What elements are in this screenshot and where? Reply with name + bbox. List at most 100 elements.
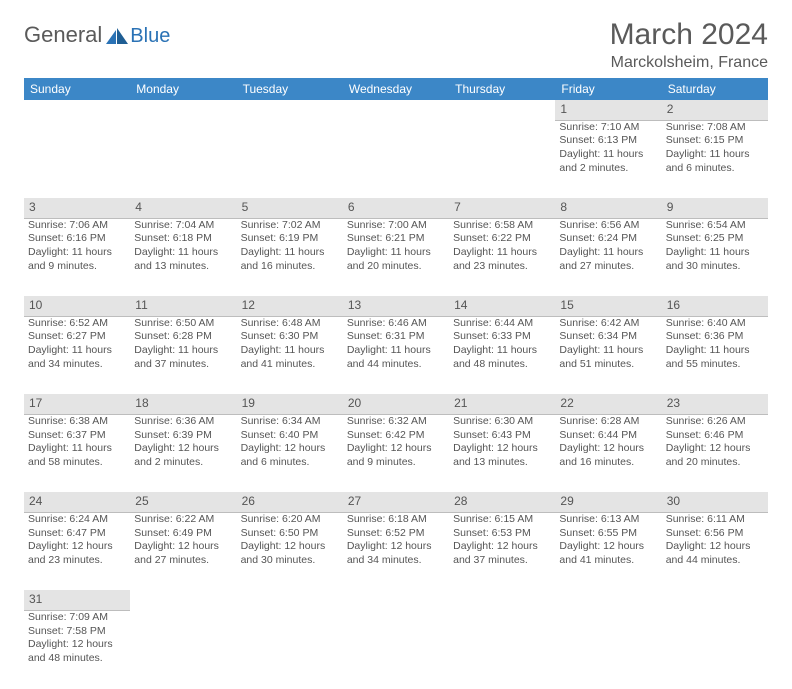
day-line: Sunset: 6:27 PM [28,330,126,344]
day-line: Sunrise: 7:06 AM [28,219,126,233]
day-data-cell: Sunrise: 7:10 AMSunset: 6:13 PMDaylight:… [555,120,661,198]
day-line: Sunrise: 6:30 AM [453,415,551,429]
day-line: Sunrise: 6:56 AM [559,219,657,233]
day-number-cell: 18 [130,394,236,414]
day-number-cell: 16 [662,296,768,316]
day-line: and 55 minutes. [666,358,764,372]
day-line: and 41 minutes. [241,358,339,372]
day-line: Sunset: 6:21 PM [347,232,445,246]
day-data-cell: Sunrise: 6:58 AMSunset: 6:22 PMDaylight:… [449,218,555,296]
day-line: Sunrise: 6:24 AM [28,513,126,527]
day-number-cell: 20 [343,394,449,414]
page-title: March 2024 [610,18,768,52]
day-number-cell: 9 [662,198,768,218]
day-number-cell: 13 [343,296,449,316]
day-line: Daylight: 11 hours [347,246,445,260]
day-data-cell: Sunrise: 6:56 AMSunset: 6:24 PMDaylight:… [555,218,661,296]
weekday-header: Sunday [24,78,130,100]
day-number-cell: 25 [130,492,236,512]
day-line: Sunset: 6:13 PM [559,134,657,148]
day-line: Sunrise: 6:32 AM [347,415,445,429]
day-line: and 6 minutes. [241,456,339,470]
day-line: Sunset: 6:24 PM [559,232,657,246]
weekday-header: Thursday [449,78,555,100]
day-line: Daylight: 11 hours [28,344,126,358]
calendar-table: SundayMondayTuesdayWednesdayThursdayFrid… [24,78,768,689]
day-data-cell [343,611,449,689]
day-line: Daylight: 12 hours [559,442,657,456]
day-data-cell: Sunrise: 6:18 AMSunset: 6:52 PMDaylight:… [343,512,449,590]
day-number-cell: 3 [24,198,130,218]
day-number-cell: 24 [24,492,130,512]
day-line: Sunset: 6:19 PM [241,232,339,246]
day-line: Sunset: 6:53 PM [453,527,551,541]
day-line: and 48 minutes. [453,358,551,372]
day-line: Sunrise: 7:10 AM [559,121,657,135]
day-line: Sunset: 6:56 PM [666,527,764,541]
day-data-cell [130,120,236,198]
day-data-row: Sunrise: 7:10 AMSunset: 6:13 PMDaylight:… [24,120,768,198]
day-line: Daylight: 11 hours [559,148,657,162]
day-line: Sunrise: 7:09 AM [28,611,126,625]
day-data-cell: Sunrise: 6:40 AMSunset: 6:36 PMDaylight:… [662,316,768,394]
day-line: Sunrise: 6:22 AM [134,513,232,527]
weekday-header: Monday [130,78,236,100]
day-data-cell: Sunrise: 6:24 AMSunset: 6:47 PMDaylight:… [24,512,130,590]
day-data-cell [662,611,768,689]
day-line: and 27 minutes. [559,260,657,274]
logo-text-1: General [24,22,102,48]
day-number-cell: 29 [555,492,661,512]
day-number-cell: 6 [343,198,449,218]
day-number-cell [449,100,555,120]
day-data-cell: Sunrise: 6:11 AMSunset: 6:56 PMDaylight:… [662,512,768,590]
day-number-cell: 19 [237,394,343,414]
day-data-cell: Sunrise: 6:20 AMSunset: 6:50 PMDaylight:… [237,512,343,590]
day-line: Daylight: 12 hours [666,540,764,554]
day-number-cell: 17 [24,394,130,414]
day-data-cell [449,611,555,689]
day-line: Daylight: 11 hours [241,246,339,260]
day-line: Sunrise: 6:28 AM [559,415,657,429]
day-number-cell [343,100,449,120]
day-line: Sunset: 6:28 PM [134,330,232,344]
day-number-cell: 7 [449,198,555,218]
day-line: Sunrise: 6:15 AM [453,513,551,527]
day-line: Sunset: 6:15 PM [666,134,764,148]
day-line: and 6 minutes. [666,162,764,176]
day-number-cell [24,100,130,120]
day-data-cell: Sunrise: 7:00 AMSunset: 6:21 PMDaylight:… [343,218,449,296]
day-number-cell: 4 [130,198,236,218]
day-data-cell [130,611,236,689]
day-line: Sunrise: 6:50 AM [134,317,232,331]
day-number-cell: 8 [555,198,661,218]
day-line: Sunset: 6:55 PM [559,527,657,541]
day-line: and 9 minutes. [347,456,445,470]
day-number-cell: 23 [662,394,768,414]
day-line: Sunset: 6:18 PM [134,232,232,246]
day-line: and 51 minutes. [559,358,657,372]
day-data-cell: Sunrise: 6:44 AMSunset: 6:33 PMDaylight:… [449,316,555,394]
day-line: and 30 minutes. [241,554,339,568]
day-line: Sunset: 6:46 PM [666,429,764,443]
day-data-cell: Sunrise: 6:36 AMSunset: 6:39 PMDaylight:… [130,414,236,492]
day-number-cell: 2 [662,100,768,120]
day-data-cell: Sunrise: 6:52 AMSunset: 6:27 PMDaylight:… [24,316,130,394]
day-line: Daylight: 11 hours [666,148,764,162]
location: Marckolsheim, France [610,54,768,72]
day-line: and 48 minutes. [28,652,126,666]
logo: General Blue [24,22,170,48]
day-line: Daylight: 11 hours [28,246,126,260]
day-line: Sunrise: 7:02 AM [241,219,339,233]
day-line: Sunrise: 6:18 AM [347,513,445,527]
day-line: Sunset: 6:43 PM [453,429,551,443]
day-line: and 58 minutes. [28,456,126,470]
day-number-cell [130,100,236,120]
day-line: and 23 minutes. [453,260,551,274]
day-line: Sunset: 6:36 PM [666,330,764,344]
day-number-cell: 5 [237,198,343,218]
day-line: Sunrise: 7:08 AM [666,121,764,135]
day-line: Daylight: 11 hours [347,344,445,358]
day-data-cell: Sunrise: 6:54 AMSunset: 6:25 PMDaylight:… [662,218,768,296]
day-number-cell: 22 [555,394,661,414]
day-number-cell: 27 [343,492,449,512]
